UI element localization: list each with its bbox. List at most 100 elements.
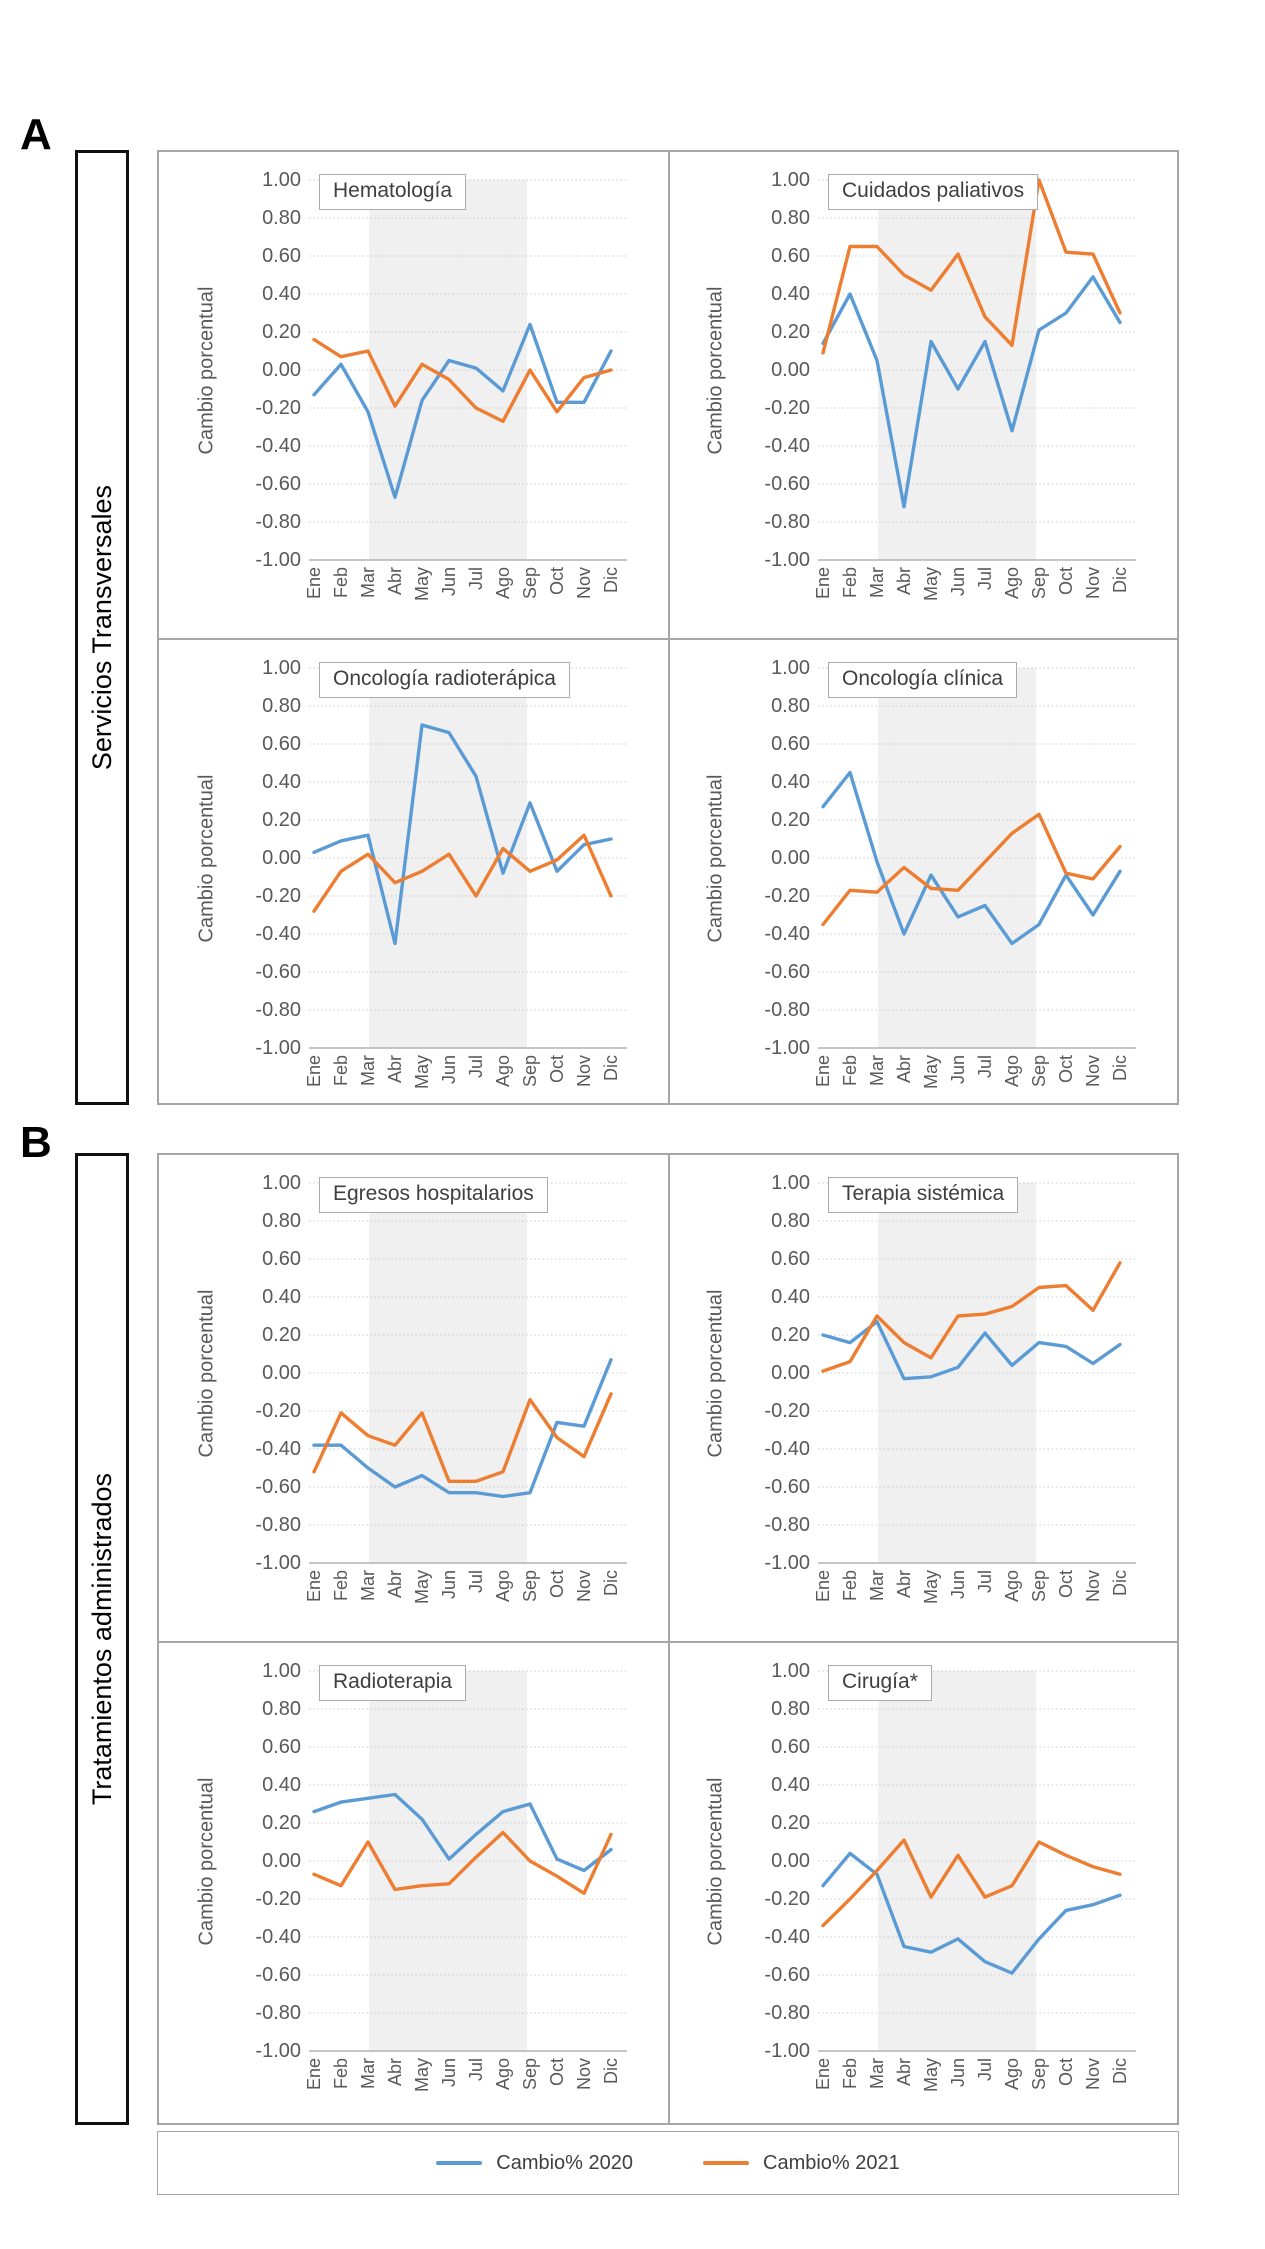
plot-area (309, 1182, 627, 1564)
x-tick-label: Jul (466, 1570, 486, 1594)
x-tick-label: May (412, 1055, 432, 1090)
x-tick-label: Mar (867, 1055, 887, 1086)
series-line-2021 (312, 833, 613, 913)
x-tick-label: Feb (840, 1570, 860, 1602)
y-tick-label: 0.00 (771, 847, 810, 869)
y-tick-label: 1.00 (262, 1172, 301, 1194)
y-tick-label: 0.00 (262, 1362, 301, 1384)
y-tick-label: -0.40 (764, 435, 810, 457)
y-tick-label: 0.40 (262, 771, 301, 793)
y-tick-label: -1.00 (255, 549, 301, 571)
x-tick-label: May (412, 567, 432, 602)
x-tick-label: Sep (1029, 567, 1049, 600)
y-tick-label: 0.20 (771, 809, 810, 831)
y-tick-label: 0.80 (262, 1698, 301, 1720)
x-tick-label: Oct (547, 2058, 567, 2087)
x-tick-label: Feb (840, 567, 860, 599)
x-tick-label: May (921, 2058, 941, 2093)
y-tick-label: 0.00 (262, 1850, 301, 1872)
panel-a-group-label: Servicios Transversales (86, 484, 117, 771)
series-line-2020 (312, 322, 613, 499)
y-tick-label: 0.40 (262, 1774, 301, 1796)
chart-hematologia: Cambio porcentual 1.00 0.80 0.60 0.40 0.20 0.0… (159, 152, 670, 617)
y-tick-label: 0.60 (262, 733, 301, 755)
x-tick-label: Ago (493, 567, 513, 600)
y-tick-label: 0.00 (771, 1362, 810, 1384)
y-tick-label: -0.80 (255, 1514, 301, 1536)
y-tick-label: 1.00 (262, 1660, 301, 1682)
y-tick-label: 0.60 (262, 245, 301, 267)
x-tick-label: Abr (894, 1055, 914, 1084)
x-tick-label: Jun (439, 1570, 459, 1600)
x-tick-label: Nov (1083, 1055, 1103, 1088)
y-tick-label: -1.00 (255, 1552, 301, 1574)
series-line-2021 (821, 178, 1122, 355)
series-line-2020 (312, 723, 613, 946)
plot-area (309, 179, 627, 561)
legend-label-2020: Cambio% 2020 (496, 2151, 633, 2174)
y-tick-label: -0.80 (764, 1514, 810, 1536)
y-tick-label: -0.60 (255, 1476, 301, 1498)
y-tick-label: 0.80 (262, 695, 301, 717)
x-tick-label: May (921, 567, 941, 602)
y-tick-label: 0.40 (262, 283, 301, 305)
x-tick-label: Ene (813, 1570, 833, 1603)
series-line-2020 (312, 1357, 613, 1499)
x-tick-label: Abr (385, 2058, 405, 2087)
y-tick-label: -0.40 (764, 1438, 810, 1460)
x-tick-label: Dic (1110, 1055, 1130, 1081)
x-tick-label: Nov (574, 1570, 594, 1603)
y-tick-label: 0.80 (771, 207, 810, 229)
chart-oncologia-clinica: Cambio porcentual 1.00 0.80 0.60 0.40 0.20 0.0… (668, 640, 1179, 1105)
x-tick-label: Abr (385, 1055, 405, 1084)
plot-area (309, 667, 627, 1049)
chart-title: Cirugía* (828, 1665, 932, 1702)
y-tick-label: -0.80 (764, 2002, 810, 2024)
x-tick-label: Jun (948, 1055, 968, 1085)
x-tick-label: Jun (948, 1570, 968, 1600)
panel-a-charts: Cambio porcentual 1.00 0.80 0.60 0.40 0.20 0.0… (157, 150, 1179, 1105)
y-tick-label: 0.80 (771, 1698, 810, 1720)
y-tick-label: 0.60 (771, 1736, 810, 1758)
x-tick-label: Ene (813, 567, 833, 600)
x-tick-label: Mar (358, 567, 378, 598)
y-tick-label: -0.20 (764, 1400, 810, 1422)
y-tick-label: 0.00 (262, 847, 301, 869)
y-tick-label: -0.20 (255, 885, 301, 907)
x-tick-label: Sep (520, 1570, 540, 1603)
y-tick-label: 1.00 (771, 169, 810, 191)
x-tick-label: Dic (601, 567, 621, 593)
x-tick-label: Abr (894, 1570, 914, 1599)
x-tick-label: Ene (304, 1570, 324, 1603)
x-tick-label: Feb (331, 2058, 351, 2090)
series-line-2020 (821, 1851, 1122, 1975)
x-tick-label: Sep (520, 1055, 540, 1088)
shaded-period-band (369, 1183, 527, 1563)
y-tick-label: 0.40 (771, 1286, 810, 1308)
y-tick-label: -1.00 (764, 549, 810, 571)
x-tick-label: Mar (867, 2058, 887, 2089)
legend-line-2021-icon (703, 2161, 749, 2165)
x-tick-label: Feb (331, 567, 351, 599)
panel-a-group-label-box: Servicios Transversales (75, 150, 129, 1105)
y-tick-label: 0.20 (262, 809, 301, 831)
row-divider (159, 638, 1177, 640)
y-tick-label: 0.40 (262, 1286, 301, 1308)
panel-b-letter: B (20, 1118, 52, 1167)
column-divider (668, 152, 670, 1103)
y-tick-label: 0.40 (771, 283, 810, 305)
x-tick-label: Ene (813, 2058, 833, 2091)
x-tick-label: Dic (1110, 1570, 1130, 1596)
y-tick-label: -0.20 (255, 1400, 301, 1422)
y-tick-label: 0.20 (771, 1812, 810, 1834)
plot-area (818, 1182, 1136, 1564)
series-line-2021 (821, 1838, 1122, 1928)
y-tick-label: 0.00 (262, 359, 301, 381)
x-tick-label: Ene (304, 1055, 324, 1088)
x-tick-label: Ago (493, 2058, 513, 2091)
x-tick-label: Oct (1056, 1570, 1076, 1599)
chart-title: Radioterapia (319, 1665, 467, 1702)
y-tick-label: -0.40 (255, 1926, 301, 1948)
x-tick-label: Nov (574, 567, 594, 600)
